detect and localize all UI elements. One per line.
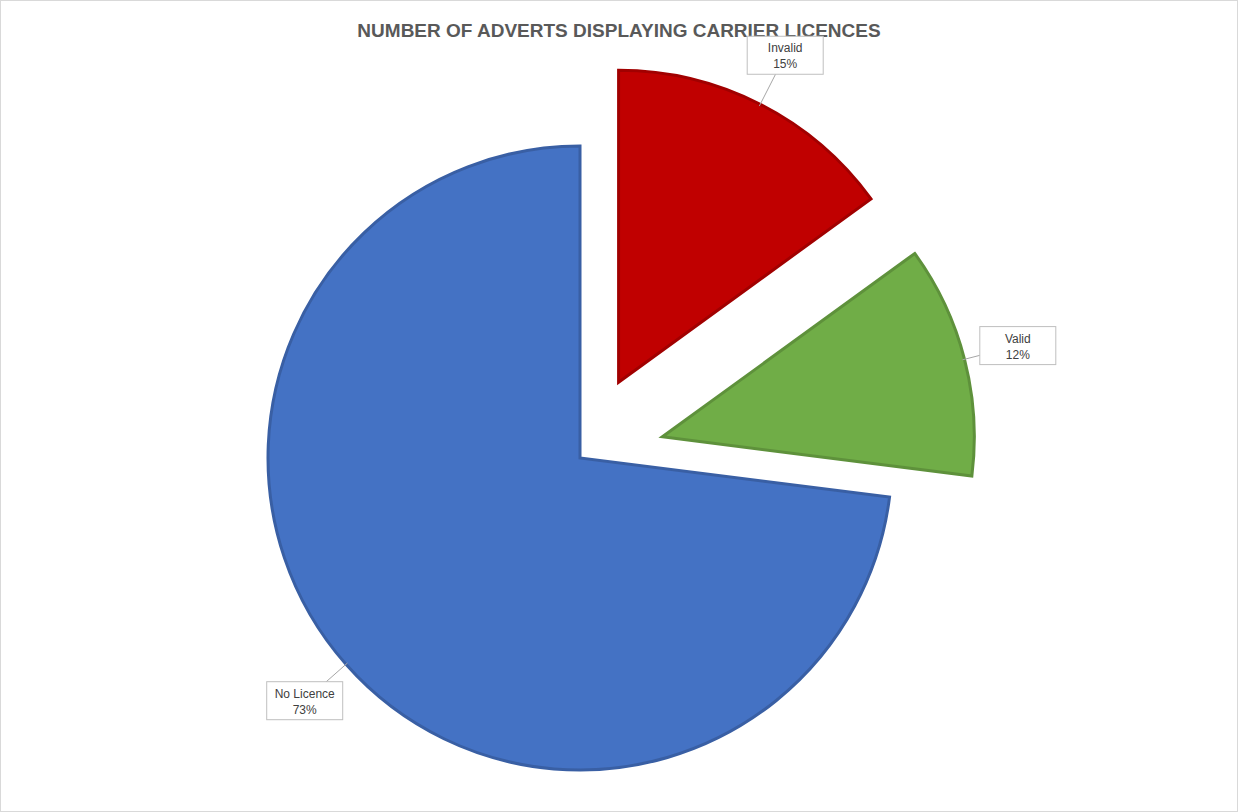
data-label-category: Valid	[1005, 332, 1031, 346]
data-label: Valid 12%	[980, 327, 1056, 365]
chart-frame	[1, 1, 1238, 812]
pie: Invalid 15% Valid 12% No Licence 73%	[267, 36, 1056, 770]
data-label-box	[747, 36, 823, 74]
data-label: No Licence 73%	[267, 682, 343, 720]
data-label-value: 73%	[293, 703, 317, 717]
data-label-box	[267, 682, 343, 720]
pie-slice	[662, 253, 974, 475]
pie-slice	[268, 146, 890, 770]
data-label-value: 15%	[773, 57, 797, 71]
data-label: Invalid 15%	[747, 36, 823, 74]
data-label-category: No Licence	[275, 687, 335, 701]
chart: NUMBER OF ADVERTS DISPLAYING CARRIER LIC…	[0, 0, 1238, 812]
data-label-value: 12%	[1006, 348, 1030, 362]
data-label-box	[980, 327, 1056, 365]
data-label-category: Invalid	[768, 41, 803, 55]
